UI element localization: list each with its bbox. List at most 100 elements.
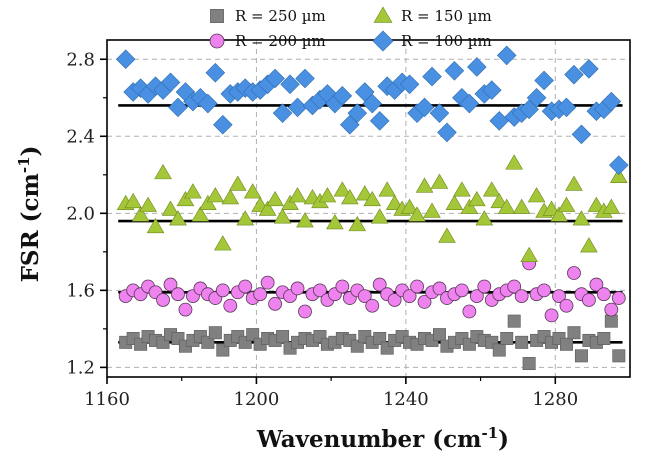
data-point bbox=[357, 289, 372, 304]
data-point bbox=[611, 291, 626, 305]
data-point bbox=[156, 293, 170, 307]
data-point bbox=[273, 208, 292, 224]
data-point bbox=[481, 80, 502, 100]
y-tick-label: 1.6 bbox=[66, 280, 95, 301]
data-point bbox=[514, 289, 529, 304]
data-point bbox=[527, 187, 546, 203]
data-point bbox=[565, 175, 583, 191]
data-point bbox=[216, 343, 230, 357]
data-point bbox=[276, 330, 290, 344]
data-point bbox=[161, 200, 180, 216]
data-point bbox=[432, 281, 447, 296]
data-point bbox=[468, 190, 486, 207]
data-point bbox=[520, 246, 538, 262]
data-point bbox=[347, 103, 368, 123]
data-point bbox=[489, 111, 510, 131]
data-point bbox=[171, 287, 185, 302]
data-point bbox=[602, 198, 621, 214]
data-point bbox=[564, 64, 584, 85]
data-point bbox=[258, 200, 277, 216]
data-point bbox=[385, 194, 404, 210]
data-point bbox=[223, 298, 238, 313]
data-point bbox=[400, 198, 419, 214]
data-point bbox=[422, 66, 442, 87]
data-point bbox=[560, 337, 573, 351]
data-point bbox=[333, 181, 352, 197]
plot-frame bbox=[106, 39, 631, 378]
data-point bbox=[526, 87, 547, 108]
data-point bbox=[462, 304, 477, 319]
data-point bbox=[604, 302, 619, 317]
data-point bbox=[402, 289, 417, 304]
data-point bbox=[580, 237, 598, 253]
data-point bbox=[542, 200, 561, 216]
data-point bbox=[574, 349, 588, 363]
data-point bbox=[582, 293, 596, 307]
data-point bbox=[341, 189, 359, 205]
data-point bbox=[139, 196, 157, 212]
data-point bbox=[597, 332, 611, 345]
data-point bbox=[492, 343, 506, 357]
x-tick-label: 1240 bbox=[383, 389, 429, 410]
data-point bbox=[559, 298, 574, 313]
data-point bbox=[430, 173, 449, 189]
legend-marker bbox=[372, 30, 394, 52]
data-point bbox=[326, 214, 344, 230]
legend-label: R = 200 µm bbox=[235, 32, 326, 50]
data-point bbox=[452, 87, 472, 108]
data-point bbox=[201, 335, 215, 349]
data-point bbox=[332, 86, 353, 106]
data-point bbox=[609, 155, 629, 175]
data-point bbox=[444, 61, 465, 81]
data-point bbox=[515, 335, 529, 349]
data-point bbox=[373, 332, 387, 345]
data-point bbox=[313, 283, 327, 298]
legend: R = 250 µm R = 200 µm R = 150 µm R = 100 µm bbox=[209, 6, 492, 52]
data-point bbox=[477, 279, 492, 294]
data-point bbox=[243, 183, 262, 199]
y-tick-label: 2.8 bbox=[66, 49, 95, 70]
data-point bbox=[550, 206, 568, 222]
data-point bbox=[287, 97, 308, 118]
data-point bbox=[169, 210, 187, 226]
data-point bbox=[163, 277, 178, 292]
data-point bbox=[557, 196, 576, 212]
data-point bbox=[253, 287, 268, 302]
data-point bbox=[355, 185, 374, 201]
x-axis-ticks: 1160 1200 1240 1280 bbox=[84, 377, 578, 410]
data-point bbox=[512, 198, 531, 214]
data-point bbox=[363, 190, 382, 207]
data-point bbox=[522, 357, 536, 370]
data-point bbox=[365, 298, 380, 313]
data-point bbox=[482, 181, 501, 197]
legend-label: R = 150 µm bbox=[401, 7, 492, 25]
legend-marker bbox=[210, 9, 224, 23]
data-point bbox=[205, 62, 226, 83]
data-point bbox=[154, 163, 172, 180]
data-point bbox=[370, 208, 389, 224]
data-point bbox=[238, 279, 253, 294]
data-point bbox=[266, 190, 284, 207]
data-point bbox=[215, 283, 230, 298]
data-point bbox=[601, 91, 622, 112]
data-point bbox=[460, 198, 479, 214]
data-point bbox=[572, 210, 591, 226]
data-point bbox=[131, 206, 150, 222]
y-tick-label: 2.0 bbox=[66, 203, 95, 224]
x-axis-title: Wavenumber (cm-1) bbox=[256, 424, 509, 453]
data-point bbox=[281, 194, 299, 210]
data-point bbox=[589, 277, 604, 292]
data-point bbox=[556, 97, 577, 118]
data-point bbox=[348, 215, 367, 232]
data-point bbox=[507, 314, 521, 328]
data-point bbox=[612, 349, 626, 363]
y-tick-label: 1.2 bbox=[66, 357, 95, 378]
data-point bbox=[453, 181, 471, 197]
data-points bbox=[115, 45, 629, 370]
data-point bbox=[213, 235, 232, 251]
data-point bbox=[350, 339, 364, 353]
data-point bbox=[571, 124, 592, 145]
data-point bbox=[272, 103, 293, 123]
